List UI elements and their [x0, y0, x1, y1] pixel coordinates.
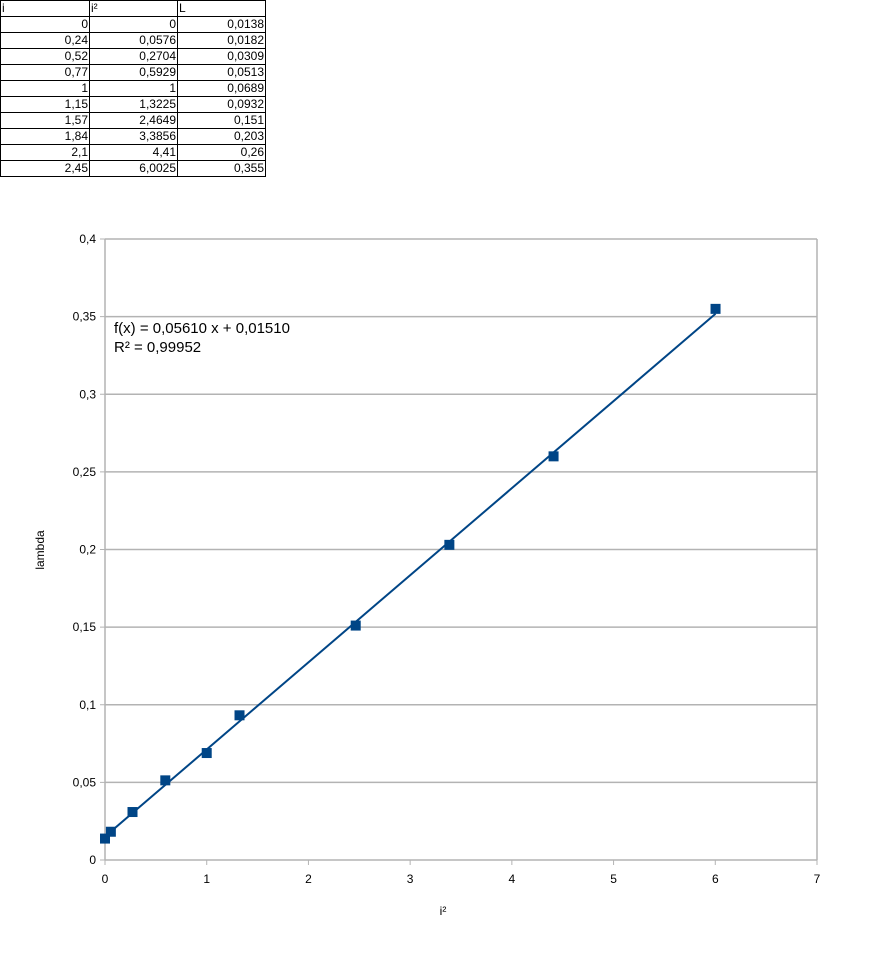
table-row: 0,52 0,2704 0,0309 [0, 48, 266, 65]
x-tick-label: 4 [509, 872, 516, 886]
data-point [350, 620, 361, 631]
data-table: i i² L 0 0 0,0138 0,24 0,0576 0,0182 0,52 0,2704 0,… [0, 0, 266, 177]
table-row: 2,45 6,0025 0,355 [0, 160, 266, 177]
data-point [234, 710, 245, 721]
table-cell[interactable]: 0,24 [0, 32, 90, 49]
y-tick-label: 0 [89, 853, 96, 867]
trendline-line [104, 313, 717, 838]
x-tick-label: 2 [305, 872, 312, 886]
table-cell[interactable]: 2,4649 [89, 112, 178, 129]
table-row: 0,24 0,0576 0,0182 [0, 32, 266, 49]
table-cell[interactable]: 1,15 [0, 96, 90, 113]
table-cell[interactable]: 0,0138 [177, 16, 266, 33]
data-point [127, 807, 138, 818]
table-row: 0 0 0,0138 [0, 16, 266, 33]
y-tick-label: 0,4 [79, 232, 96, 246]
grid-lines [105, 238, 817, 784]
x-axis-title: i² [440, 904, 447, 918]
table-cell[interactable]: 1,3225 [89, 96, 178, 113]
table-row: 0,77 0,5929 0,0513 [0, 64, 266, 81]
table-row: 1,57 2,4649 0,151 [0, 112, 266, 129]
table-cell[interactable]: 0,0513 [177, 64, 266, 81]
table-cell[interactable]: 0,77 [0, 64, 90, 81]
x-tick-label: 0 [102, 872, 109, 886]
table-header-cell[interactable]: L [177, 0, 266, 17]
table-row: 1,84 3,3856 0,203 [0, 128, 266, 145]
table-cell[interactable]: 0,151 [177, 112, 266, 129]
data-point [100, 833, 110, 844]
table-cell[interactable]: 0,0689 [177, 80, 266, 97]
y-tick-label: 0,25 [73, 465, 97, 479]
data-point [105, 826, 116, 837]
table-cell[interactable]: 3,3856 [89, 128, 178, 145]
data-point [710, 303, 721, 314]
y-tick-label: 0,15 [73, 620, 97, 634]
y-tick-label: 0,3 [79, 387, 96, 401]
axes [100, 238, 818, 865]
y-tick-label: 0,2 [79, 543, 96, 557]
table-cell[interactable]: 0,0932 [177, 96, 266, 113]
table-header-cell[interactable]: i² [89, 0, 178, 17]
table-cell[interactable]: 0,0182 [177, 32, 266, 49]
table-cell[interactable]: 0,5929 [89, 64, 178, 81]
x-tick-label: 6 [712, 872, 719, 886]
table-header-row: i i² L [0, 0, 266, 17]
table-cell[interactable]: 1,84 [0, 128, 90, 145]
table-row: 1,15 1,3225 0,0932 [0, 96, 266, 113]
data-point [548, 451, 559, 462]
trendline-r2: R² = 0,99952 [114, 339, 201, 356]
x-tick-label: 1 [203, 872, 210, 886]
table-cell[interactable]: 1 [0, 80, 90, 97]
table-cell[interactable]: 2,45 [0, 160, 90, 177]
table-row: 2,1 4,41 0,26 [0, 144, 266, 161]
table-cell[interactable]: 0,0309 [177, 48, 266, 65]
table-cell[interactable]: 0,203 [177, 128, 266, 145]
table-cell[interactable]: 0,355 [177, 160, 266, 177]
table-cell[interactable]: 0,26 [177, 144, 266, 161]
table-cell[interactable]: 0,52 [0, 48, 90, 65]
table-cell[interactable]: 0 [89, 16, 178, 33]
y-axis-title: lambda [33, 530, 47, 570]
x-tick-labels: 0 1 2 3 4 5 6 7 [102, 872, 821, 886]
data-point [201, 748, 212, 759]
table-cell[interactable]: 1 [89, 80, 178, 97]
x-tick-label: 3 [407, 872, 414, 886]
table-cell[interactable]: 0,2704 [89, 48, 178, 65]
data-point [444, 539, 455, 550]
trendline [104, 313, 717, 838]
y-tick-labels: 0 0,05 0,1 0,15 0,2 0,25 0,3 0,35 0,4 [73, 232, 97, 867]
x-tick-label: 5 [610, 872, 617, 886]
table-row: 1 1 0,0689 [0, 80, 266, 97]
table-cell[interactable]: 1,57 [0, 112, 90, 129]
y-tick-label: 0,1 [79, 698, 96, 712]
scatter-chart: 0 0,05 0,1 0,15 0,2 0,25 0,3 0,35 0,4 0 1 2 3 4 5 6 7 f… [33, 232, 821, 918]
table-cell[interactable]: 0,0576 [89, 32, 178, 49]
table-cell[interactable]: 6,0025 [89, 160, 178, 177]
table-header-cell[interactable]: i [0, 0, 90, 17]
table-cell[interactable]: 4,41 [89, 144, 178, 161]
table-cell[interactable]: 2,1 [0, 144, 90, 161]
table-cell[interactable]: 0 [0, 16, 90, 33]
trendline-equation: f(x) = 0,05610 x + 0,01510 [114, 320, 290, 337]
data-points [100, 303, 721, 844]
x-tick-label: 7 [814, 872, 821, 886]
y-tick-label: 0,05 [73, 775, 97, 789]
y-tick-label: 0,35 [73, 310, 97, 324]
data-point [160, 775, 171, 786]
